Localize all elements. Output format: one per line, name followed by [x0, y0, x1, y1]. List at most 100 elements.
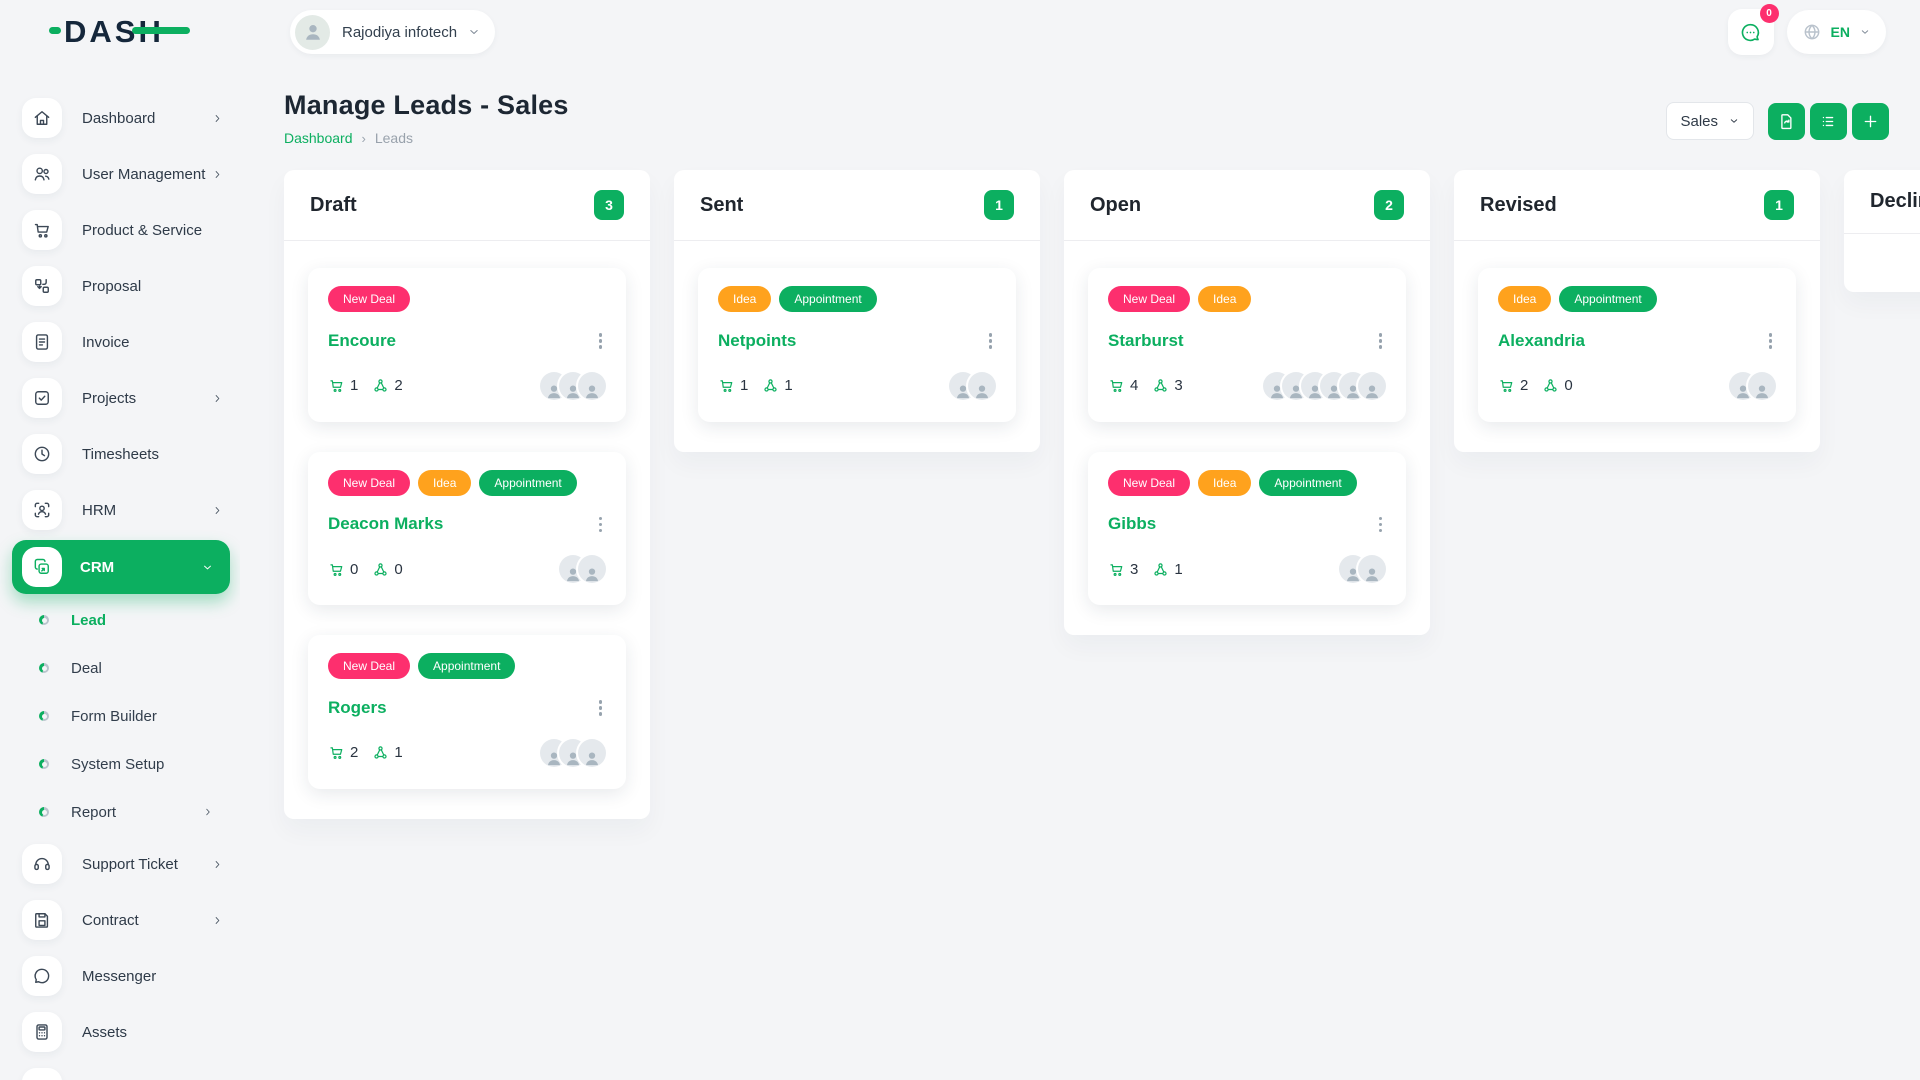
sidebar-item-label: CRM	[80, 558, 115, 576]
card-menu-button[interactable]	[985, 329, 997, 353]
sidebar-item-invoice[interactable]: Invoice	[0, 314, 240, 370]
chat-icon	[1739, 21, 1762, 44]
list-icon	[1819, 112, 1838, 131]
lead-title[interactable]: Netpoints	[718, 330, 797, 350]
lead-title[interactable]: Gibbs	[1108, 514, 1157, 534]
lead-title[interactable]: Starburst	[1108, 330, 1184, 350]
lead-card-deacon-marks[interactable]: New Deal Idea Appointment Deacon Marks 0 0	[308, 451, 626, 605]
chevron-right-icon	[211, 392, 224, 405]
proposal-icon	[32, 276, 52, 296]
sidebar-item-product-service[interactable]: Product & Service	[0, 202, 240, 258]
chevron-down-icon	[1859, 26, 1871, 38]
sidebar-item-hidden[interactable]	[0, 1060, 240, 1080]
card-menu-button[interactable]	[1375, 513, 1387, 537]
list-view-button[interactable]	[1810, 102, 1847, 140]
language-switcher[interactable]: EN	[1786, 10, 1886, 54]
avatar-group	[1263, 371, 1386, 400]
action-buttons	[1768, 102, 1889, 140]
lead-title[interactable]: Alexandria	[1498, 330, 1585, 350]
sidebar-item-hrm[interactable]: HRM	[0, 482, 240, 538]
card-menu-button[interactable]	[1765, 329, 1777, 353]
sidebar-subitem-lead[interactable]: Lead	[0, 596, 240, 644]
sources-icon	[1542, 377, 1559, 394]
lead-card-encoure[interactable]: New Deal Encoure 1 2	[308, 268, 626, 422]
sources-icon	[372, 561, 389, 578]
sidebar-item-crm[interactable]: CRM	[12, 540, 230, 594]
tag-idea: Idea	[1198, 469, 1252, 496]
lead-card-netpoints[interactable]: Idea Appointment Netpoints 1 1	[698, 268, 1016, 422]
sidebar-subitem-report[interactable]: Report	[0, 788, 240, 836]
language-label: EN	[1830, 24, 1850, 40]
add-lead-button[interactable]	[1852, 102, 1889, 140]
sidebar-icon-box	[22, 844, 62, 884]
card-menu-button[interactable]	[595, 696, 607, 720]
sidebar-subitem-label: System Setup	[71, 755, 165, 773]
messenger-button[interactable]: 0	[1727, 4, 1779, 55]
tag-row: Idea Appointment	[1498, 286, 1776, 312]
lead-title[interactable]: Rogers	[328, 697, 387, 717]
sidebar-subitem-form-builder[interactable]: Form Builder	[0, 692, 240, 740]
tag-idea: Idea	[718, 286, 772, 312]
sidebar-item-label: Dashboard	[82, 109, 156, 127]
avatar-group	[540, 371, 606, 400]
avatar	[968, 371, 996, 400]
sources-stat: 1	[762, 377, 793, 394]
sidebar-item-messenger[interactable]: Messenger	[0, 948, 240, 1004]
lead-card-alexandria[interactable]: Idea Appointment Alexandria 2 0	[1478, 268, 1796, 422]
sidebar-icon-box	[22, 378, 62, 418]
chevron-down-icon	[467, 25, 481, 39]
sidebar-subitem-deal[interactable]: Deal	[0, 644, 240, 692]
sidebar-icon-box	[22, 266, 62, 306]
convert-lead-button[interactable]	[1768, 102, 1805, 140]
column-body: Idea Appointment Alexandria 2 0	[1454, 241, 1820, 452]
sidebar-subitem-system-setup[interactable]: System Setup	[0, 740, 240, 788]
products-stat: 2	[328, 744, 358, 761]
sidebar-item-user-management[interactable]: User Management	[0, 146, 240, 202]
bullet-icon	[39, 711, 49, 721]
sources-stat-value: 1	[1174, 560, 1183, 578]
sources-icon	[1152, 561, 1169, 578]
lead-card-starburst[interactable]: New Deal Idea Starburst 4 3	[1088, 268, 1406, 422]
card-menu-button[interactable]	[595, 513, 607, 537]
lead-title[interactable]: Encoure	[328, 330, 397, 350]
sources-stat: 0	[1542, 377, 1573, 394]
card-title-row: Alexandria	[1498, 329, 1776, 353]
card-title-row: Encoure	[328, 329, 606, 353]
lead-card-gibbs[interactable]: New Deal Idea Appointment Gibbs 3 1	[1088, 451, 1406, 605]
tag-appointment: Appointment	[418, 653, 516, 679]
sidebar-item-proposal[interactable]: Proposal	[0, 258, 240, 314]
sidebar-icon-box	[22, 490, 62, 530]
sidebar-item-contract[interactable]: Contract	[0, 892, 240, 948]
card-menu-button[interactable]	[595, 329, 607, 353]
avatar	[1358, 555, 1386, 583]
sidebar-item-assets[interactable]: Assets	[0, 1004, 240, 1060]
sources-icon	[762, 377, 779, 394]
products-stat-value: 2	[350, 744, 359, 761]
column-header: Draft 3	[284, 170, 650, 240]
tag-idea: Idea	[1498, 286, 1552, 312]
pipeline-select[interactable]: Sales	[1666, 102, 1754, 140]
chevron-right-icon	[211, 858, 224, 871]
sidebar-item-timesheets[interactable]: Timesheets	[0, 426, 240, 482]
lead-title[interactable]: Deacon Marks	[328, 514, 444, 534]
lead-card-rogers[interactable]: New Deal Appointment Rogers 2 1	[308, 635, 626, 789]
cart-icon	[32, 220, 52, 240]
brand-logo[interactable]: DASH	[49, 14, 190, 49]
sidebar-item-dashboard[interactable]: Dashboard	[0, 90, 240, 146]
chevron-right-icon	[211, 504, 224, 517]
sources-stat: 3	[1152, 377, 1183, 394]
breadcrumb-dashboard-link[interactable]: Dashboard	[284, 130, 353, 146]
sidebar-icon-box	[22, 1068, 62, 1080]
sidebar-icon-box	[22, 900, 62, 940]
avatar-group	[1339, 555, 1386, 583]
card-menu-button[interactable]	[1375, 329, 1387, 353]
company-switcher[interactable]: Rajodiya infotech	[290, 10, 496, 54]
topbar-right: 0 EN	[1727, 4, 1886, 55]
bullet-icon	[39, 615, 49, 625]
sidebar-item-support-ticket[interactable]: Support Ticket	[0, 836, 240, 892]
tag-new-deal: New Deal	[1108, 286, 1191, 312]
breadcrumb: Dashboard › Leads	[284, 130, 569, 146]
home-icon	[32, 108, 52, 128]
sidebar-item-projects[interactable]: Projects	[0, 370, 240, 426]
page-head: Manage Leads - Sales Dashboard › Leads S…	[284, 90, 1889, 146]
